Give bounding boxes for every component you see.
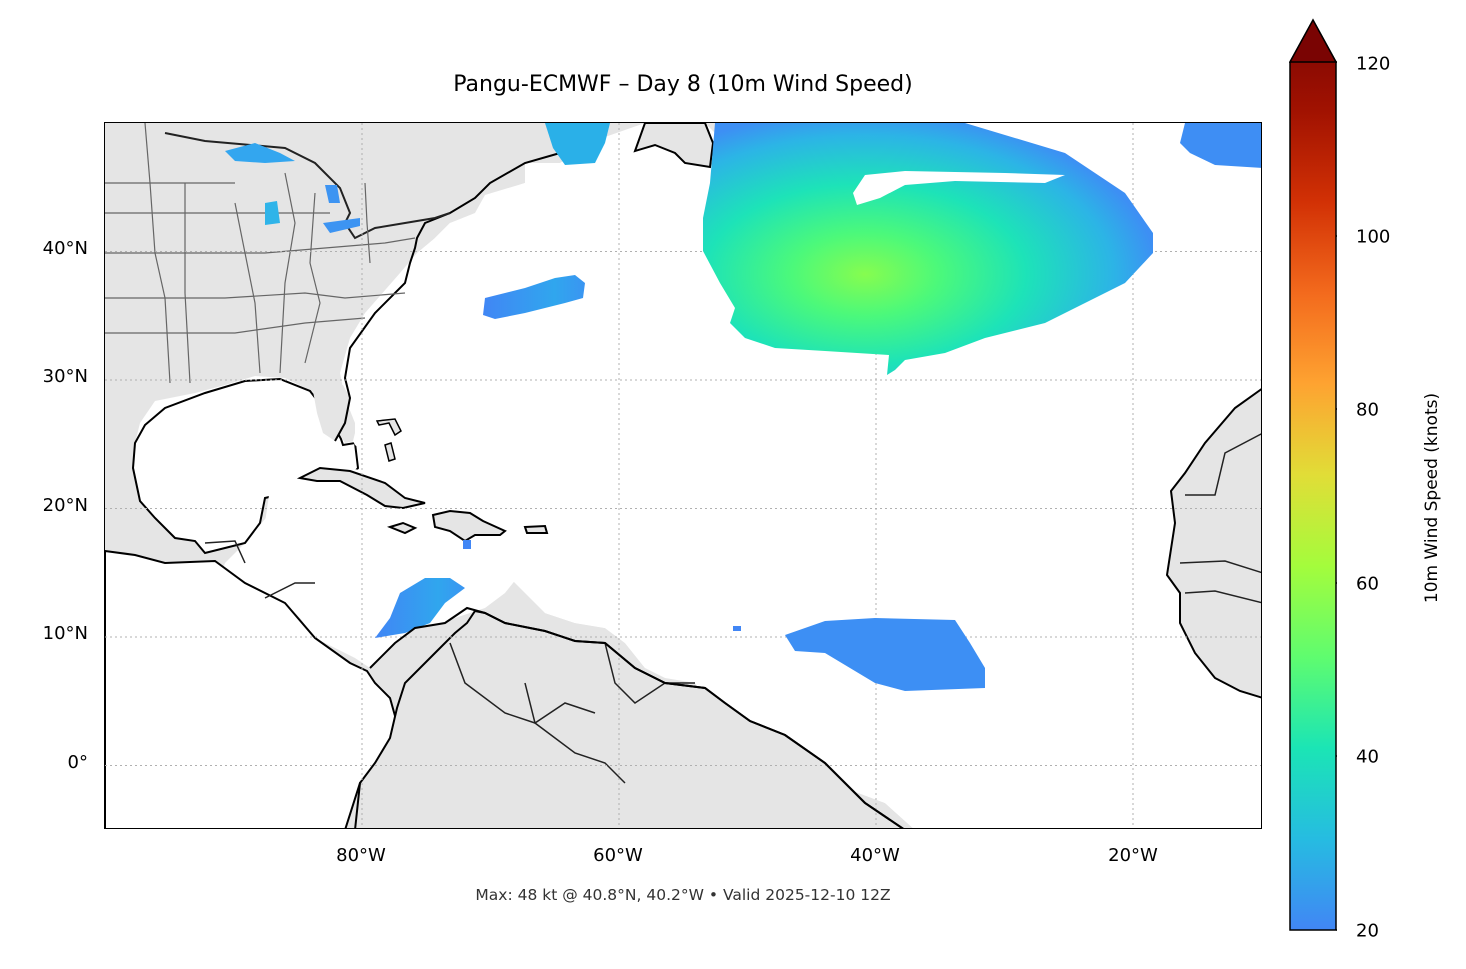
- wind-patch-northeast: [1180, 123, 1261, 168]
- wind-patch-speck-1: [463, 540, 471, 549]
- colorbar-tick-40: 40: [1356, 746, 1379, 768]
- wind-patch-st-lawrence: [545, 123, 610, 165]
- colorbar: [1288, 18, 1344, 932]
- colorbar-label: 10m Wind Speed (knots): [1422, 392, 1442, 604]
- wind-patch-great-lakes-1: [225, 143, 295, 163]
- wind-patch-tropical-atlantic: [785, 618, 985, 691]
- x-tick-20w: 20°W: [1108, 845, 1158, 866]
- y-tick-30n: 30°N: [42, 366, 88, 387]
- y-tick-0: 0°: [67, 752, 88, 773]
- wind-patch-great-lakes-3: [325, 185, 340, 203]
- wind-field-calm-notch: [853, 171, 1065, 205]
- land-hispaniola: [431, 509, 507, 543]
- wind-patch-great-lakes-4: [323, 218, 360, 233]
- land-west-africa: [1165, 388, 1261, 699]
- wind-patch-great-lakes-2: [265, 201, 280, 225]
- map-title: Pangu-ECMWF – Day 8 (10m Wind Speed): [453, 72, 913, 97]
- wind-field-main: [703, 123, 1153, 375]
- y-tick-10n: 10°N: [42, 623, 88, 644]
- max-info-footer: Max: 48 kt @ 40.8°N, 40.2°W • Valid 2025…: [475, 886, 891, 904]
- land-puerto-rico: [523, 524, 549, 534]
- x-tick-80w: 80°W: [336, 845, 386, 866]
- coastline-us-east: [334, 136, 606, 442]
- pacific-ocean: [105, 549, 399, 828]
- coastline-south-america: [369, 606, 904, 828]
- colorbar-gradient: [1288, 18, 1344, 931]
- x-tick-40w: 40°W: [850, 845, 900, 866]
- colorbar-tick-20: 20: [1356, 920, 1379, 942]
- state-borders: [105, 123, 416, 384]
- x-tick-60w: 60°W: [593, 845, 643, 866]
- land-jamaica: [386, 521, 418, 535]
- colorbar-tick-100: 100: [1356, 226, 1391, 248]
- y-tick-20n: 20°N: [42, 495, 88, 516]
- colorbar-tick-120: 120: [1356, 53, 1391, 75]
- land-bahamas: [375, 418, 402, 437]
- colorbar-tick-60: 60: [1356, 573, 1379, 595]
- land-bahamas-2: [384, 442, 396, 462]
- land-newfoundland: [633, 123, 715, 169]
- colorbar-tick-80: 80: [1356, 399, 1379, 421]
- y-tick-40n: 40°N: [42, 238, 88, 259]
- wind-patch-speck-2: [733, 626, 741, 631]
- wind-patch-offshore-us: [483, 275, 585, 319]
- map-canvas: [105, 123, 1261, 828]
- wind-patch-caribbean: [375, 578, 465, 638]
- country-borders: [204, 433, 1261, 784]
- coastline-great-lakes: [164, 132, 451, 240]
- land-florida: [313, 385, 350, 441]
- map-plot-area: [104, 122, 1262, 829]
